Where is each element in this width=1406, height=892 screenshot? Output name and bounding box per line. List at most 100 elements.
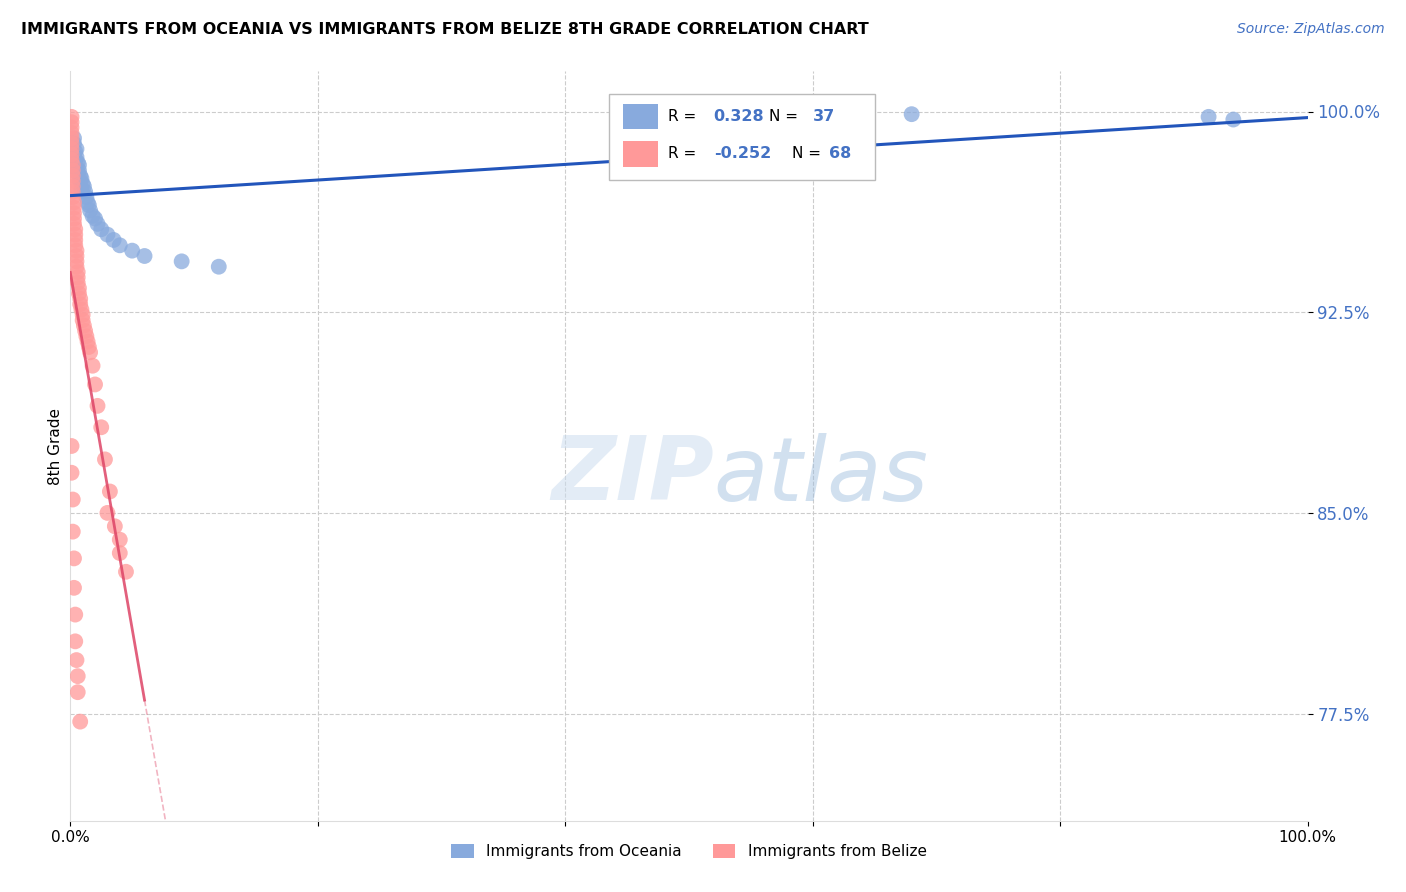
FancyBboxPatch shape <box>623 103 658 129</box>
Point <box>76 195 98 210</box>
Point <box>62 492 84 507</box>
Point <box>72 308 94 322</box>
Point <box>82 359 104 373</box>
Point <box>63 131 86 145</box>
Point <box>66 155 89 169</box>
Point <box>65 244 87 258</box>
FancyBboxPatch shape <box>609 94 875 180</box>
Point <box>65 145 87 159</box>
Point <box>70 302 93 317</box>
Point <box>72 313 94 327</box>
Text: Source: ZipAtlas.com: Source: ZipAtlas.com <box>1237 22 1385 37</box>
Point <box>62 169 84 183</box>
Point <box>90 222 112 236</box>
Point <box>75 190 97 204</box>
Point <box>66 166 89 180</box>
Point <box>79 345 101 359</box>
Point <box>65 233 87 247</box>
Point <box>63 211 86 226</box>
Point <box>1198 110 1220 124</box>
Point <box>69 714 91 729</box>
Point <box>208 260 231 274</box>
Point <box>77 340 100 354</box>
Point <box>65 161 87 175</box>
Point <box>63 136 86 151</box>
Point <box>60 466 83 480</box>
Point <box>65 153 87 167</box>
Point <box>62 163 84 178</box>
Point <box>82 209 104 223</box>
Point <box>63 217 86 231</box>
Point <box>65 238 87 252</box>
Point <box>108 546 131 560</box>
Point <box>84 211 107 226</box>
Point <box>66 265 89 279</box>
Point <box>65 150 87 164</box>
Point <box>75 324 97 338</box>
Point <box>62 524 84 539</box>
Point <box>86 217 108 231</box>
Point <box>121 244 143 258</box>
Point <box>67 281 90 295</box>
Text: R =: R = <box>668 146 696 161</box>
Point <box>94 452 117 467</box>
Point <box>62 190 84 204</box>
Point <box>67 158 90 172</box>
Point <box>77 198 100 212</box>
Point <box>60 439 83 453</box>
Point <box>65 249 87 263</box>
Text: N =: N = <box>792 146 821 161</box>
Point <box>62 174 84 188</box>
Point <box>66 669 89 683</box>
Point <box>63 147 86 161</box>
Point <box>62 158 84 172</box>
Text: N =: N = <box>769 109 799 124</box>
Point <box>108 238 131 252</box>
FancyBboxPatch shape <box>623 141 658 167</box>
Point <box>67 286 90 301</box>
Point <box>76 334 98 349</box>
Point <box>86 399 108 413</box>
Point <box>65 254 87 268</box>
Point <box>60 126 83 140</box>
Point <box>96 506 118 520</box>
Point <box>65 142 87 156</box>
Point <box>65 227 87 242</box>
Point <box>70 182 93 196</box>
Point <box>63 195 86 210</box>
Point <box>63 551 86 566</box>
Point <box>103 233 125 247</box>
Text: ZIP: ZIP <box>551 433 714 519</box>
Point <box>69 174 91 188</box>
Point <box>69 292 91 306</box>
Point <box>75 185 97 199</box>
Point <box>170 254 193 268</box>
Text: atlas: atlas <box>714 433 928 519</box>
Point <box>60 115 83 129</box>
Point <box>134 249 156 263</box>
Point <box>66 270 89 285</box>
Point <box>73 318 96 333</box>
Point <box>63 206 86 220</box>
Point <box>65 222 87 236</box>
Text: R =: R = <box>668 109 696 124</box>
Point <box>65 653 87 667</box>
Point <box>63 581 86 595</box>
Point <box>1222 112 1244 127</box>
Point <box>115 565 138 579</box>
Point <box>69 169 91 183</box>
Point <box>60 153 83 167</box>
Point <box>70 171 93 186</box>
Point <box>96 227 118 242</box>
Point <box>67 163 90 178</box>
Point <box>69 297 91 311</box>
Point <box>79 203 101 218</box>
Point <box>66 276 89 290</box>
Point <box>65 260 87 274</box>
Point <box>62 179 84 194</box>
Point <box>90 420 112 434</box>
Text: 68: 68 <box>828 146 851 161</box>
Text: -0.252: -0.252 <box>714 146 770 161</box>
Point <box>75 329 97 343</box>
Text: IMMIGRANTS FROM OCEANIA VS IMMIGRANTS FROM BELIZE 8TH GRADE CORRELATION CHART: IMMIGRANTS FROM OCEANIA VS IMMIGRANTS FR… <box>21 22 869 37</box>
